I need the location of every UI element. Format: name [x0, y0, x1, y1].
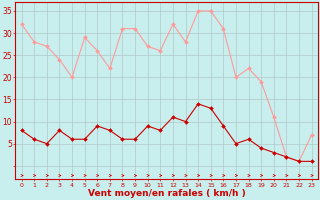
- X-axis label: Vent moyen/en rafales ( km/h ): Vent moyen/en rafales ( km/h ): [88, 189, 245, 198]
